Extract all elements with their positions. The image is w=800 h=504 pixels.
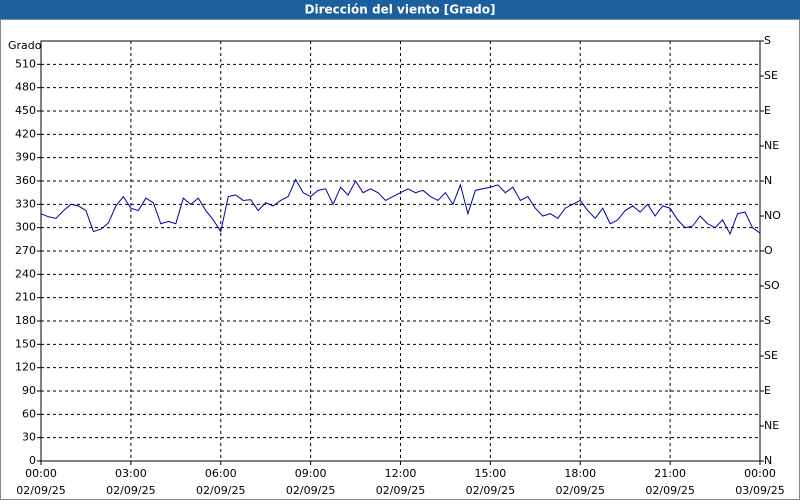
y-tick-label: 510 (15, 57, 36, 70)
x-tick-date: 02/09/25 (286, 484, 335, 497)
y2-tick-label: SE (764, 69, 778, 82)
y2-tick-label: E (764, 104, 771, 117)
y-tick-label: 420 (15, 127, 36, 140)
y-tick-label: 30 (22, 431, 36, 444)
x-tick-date: 02/09/25 (16, 484, 65, 497)
y2-tick-label: NE (764, 139, 779, 152)
x-tick-label: 12:00 (385, 467, 417, 480)
y-tick-label: 390 (15, 151, 36, 164)
y-tick-label: 180 (15, 314, 36, 327)
x-tick-label: 18:00 (564, 467, 596, 480)
y-tick-label: 330 (15, 197, 36, 210)
x-tick-date: 02/09/25 (106, 484, 155, 497)
x-tick-label: 06:00 (205, 467, 237, 480)
y-tick-label: 0 (29, 454, 36, 467)
x-tick-label: 21:00 (654, 467, 686, 480)
x-tick-label: 00:00 (744, 467, 776, 480)
x-tick-label: 09:00 (295, 467, 327, 480)
title-bar (0, 0, 800, 19)
x-tick-date: 02/09/25 (196, 484, 245, 497)
y2-tick-label: NE (764, 419, 779, 432)
chart-title: Dirección del viento [Grado] (305, 3, 496, 17)
y-tick-label: 120 (15, 361, 36, 374)
y-axis-label: Grado (8, 39, 42, 52)
y-tick-label: 450 (15, 104, 36, 117)
y-tick-label: 360 (15, 174, 36, 187)
x-tick-date: 02/09/25 (466, 484, 515, 497)
y2-tick-label: SO (764, 279, 780, 292)
y-tick-label: 150 (15, 337, 36, 350)
data-line (40, 178, 761, 236)
y-tick-label: 240 (15, 267, 36, 280)
y2-tick-label: E (764, 384, 771, 397)
y-tick-label: 210 (15, 291, 36, 304)
x-tick-date: 02/09/25 (376, 484, 425, 497)
y2-tick-label: N (764, 174, 772, 187)
y-tick-label: 480 (15, 81, 36, 94)
y-tick-label: 60 (22, 407, 36, 420)
y-tick-label: 270 (15, 244, 36, 257)
y2-tick-label: S (764, 314, 771, 327)
y2-tick-label: S (764, 34, 771, 47)
x-tick-label: 03:00 (115, 467, 147, 480)
y2-tick-label: O (764, 244, 773, 257)
x-tick-label: 00:00 (25, 467, 57, 480)
x-tick-date: 03/09/25 (735, 484, 784, 497)
x-tick-date: 02/09/25 (645, 484, 694, 497)
y-tick-label: 300 (15, 221, 36, 234)
y2-tick-label: N (764, 454, 772, 467)
x-tick-label: 15:00 (475, 467, 507, 480)
y2-tick-label: NO (764, 209, 781, 222)
y2-tick-label: SE (764, 349, 778, 362)
y-tick-label: 90 (22, 384, 36, 397)
x-tick-date: 02/09/25 (556, 484, 605, 497)
